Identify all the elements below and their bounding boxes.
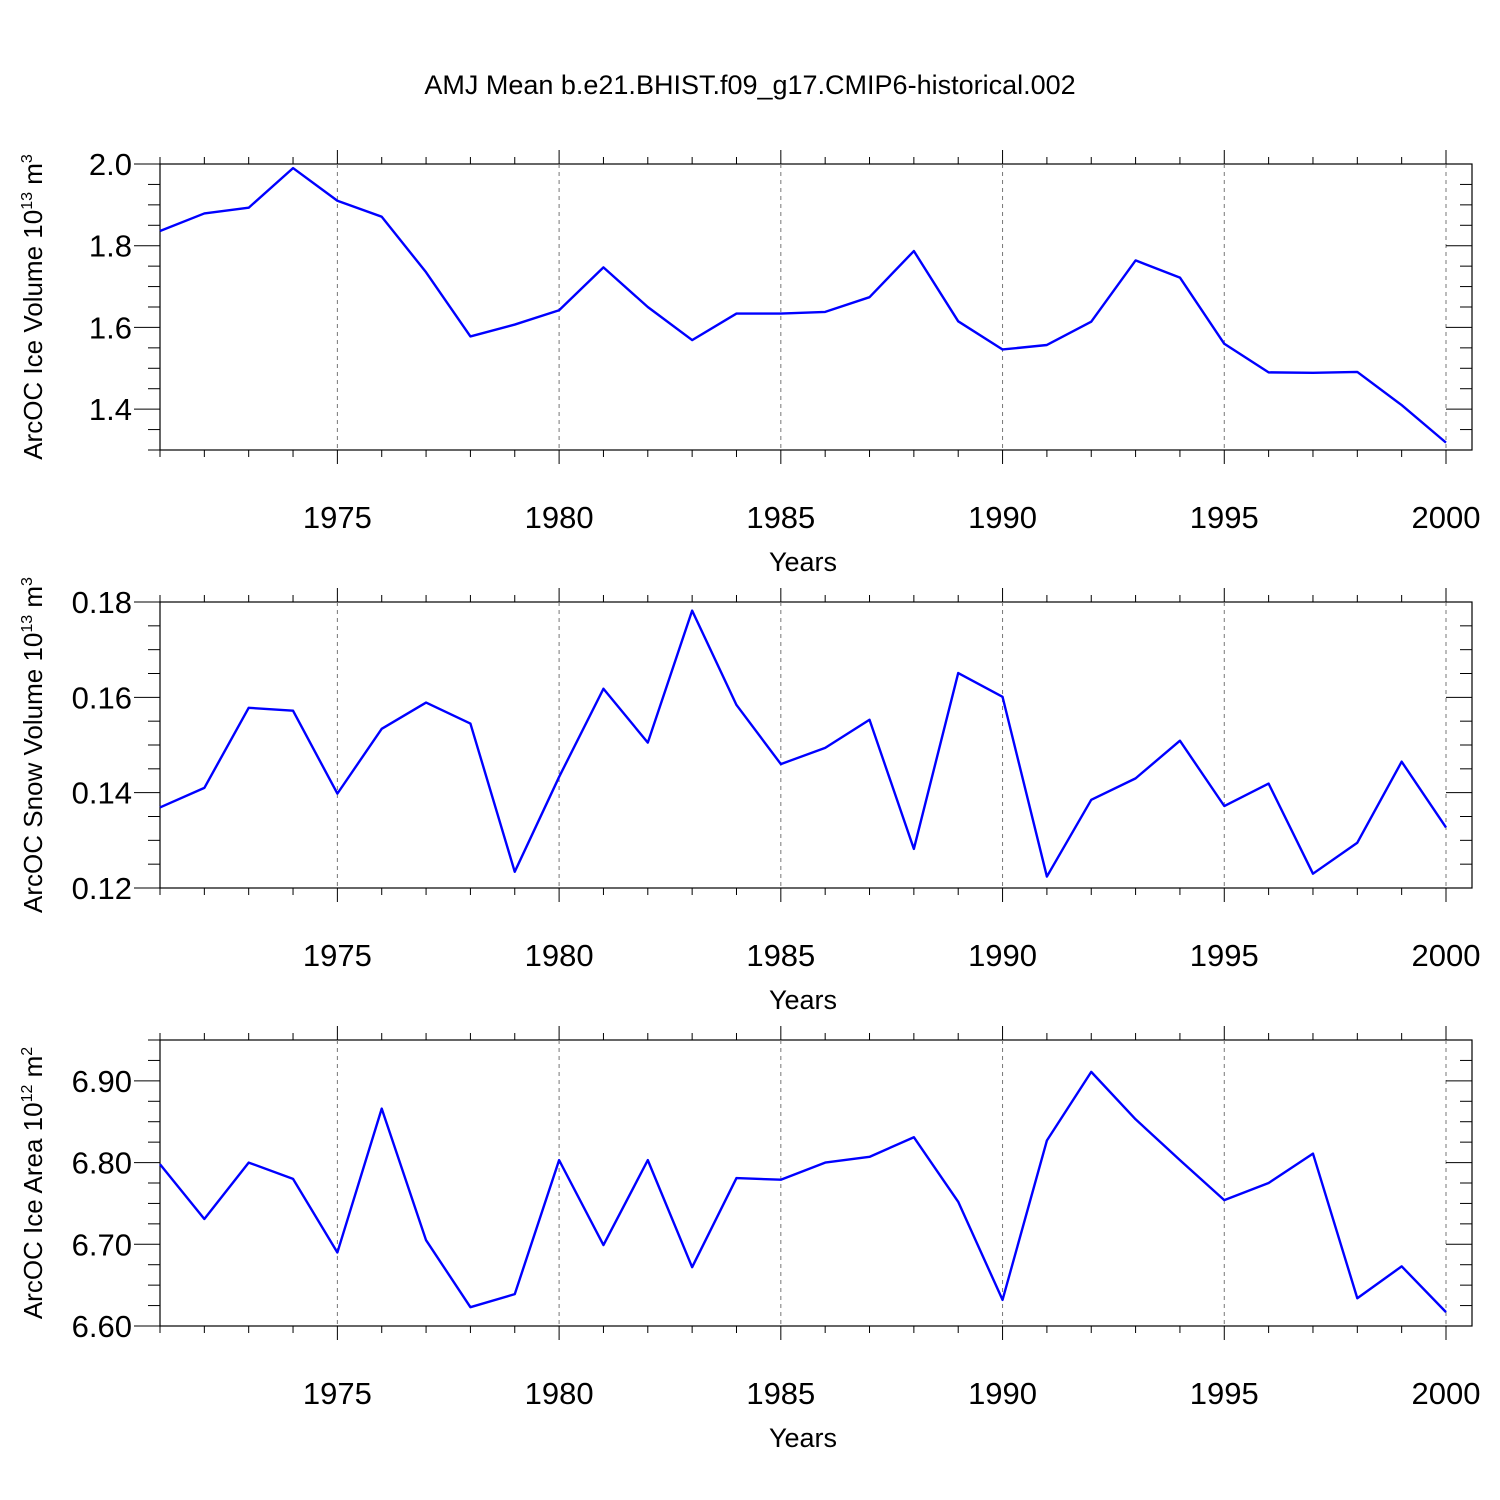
panel-3-x-tick-label: 2000 — [1412, 1376, 1481, 1411]
panel-1-y-axis-label: ArcOC Ice Volume 1013 m3 — [18, 154, 48, 460]
panel-1-series-line-1 — [159, 166, 1447, 444]
panel-3-x-tick-label: 1995 — [1190, 1376, 1259, 1411]
label-text: ArcOC Ice Volume 10 — [18, 210, 48, 460]
panel-2-x-tick-label: 1990 — [968, 938, 1037, 973]
superscript: 13 — [19, 192, 36, 210]
panel-1-y-tick-label: 1.6 — [89, 310, 132, 345]
panel-1-x-tick-label: 1990 — [968, 500, 1037, 535]
superscript: 12 — [19, 1085, 36, 1103]
panel-2-x-tick-label: 1975 — [303, 938, 372, 973]
figure-title: AMJ Mean b.e21.BHIST.f09_g17.CMIP6-histo… — [424, 70, 1076, 100]
panel-3-series-line-1 — [159, 1070, 1447, 1313]
panel-2-y-tick-label: 0.18 — [72, 585, 132, 620]
panel-1-x-tick-label: 1975 — [303, 500, 372, 535]
panel-3-x-axis-label: Years — [769, 1423, 837, 1453]
panel-3-y-tick-label: 6.70 — [72, 1227, 132, 1262]
panel-2-x-tick-label: 1980 — [525, 938, 594, 973]
panel-2-y-tick-label: 0.12 — [72, 871, 132, 906]
panel-1-x-tick-label: 2000 — [1412, 500, 1481, 535]
panel-1-x-tick-label: 1995 — [1190, 500, 1259, 535]
panel-2-y-tick-label: 0.14 — [72, 776, 132, 811]
label-text: m — [18, 1056, 48, 1085]
panel-3-x-tick-label: 1985 — [746, 1376, 815, 1411]
panel-1-y-tick-label: 1.8 — [89, 229, 132, 264]
panel-3-y-tick-label: 6.90 — [72, 1064, 132, 1099]
superscript: 13 — [19, 615, 36, 633]
superscript: 3 — [19, 154, 36, 163]
panel-2-x-tick-label: 1985 — [746, 938, 815, 973]
label-text: m — [18, 163, 48, 192]
label-text: ArcOC Ice Area 10 — [18, 1102, 48, 1319]
panel-3-y-tick-label: 6.80 — [72, 1146, 132, 1181]
panel-3-x-tick-label: 1975 — [303, 1376, 372, 1411]
panel-2-series-line-1 — [159, 609, 1447, 878]
panel-3-y-axis-label: ArcOC Ice Area 1012 m2 — [18, 1047, 48, 1319]
panel-2-x-tick-label: 1995 — [1190, 938, 1259, 973]
panel-3-x-tick-label: 1990 — [968, 1376, 1037, 1411]
panel-3-y-tick-label: 6.60 — [72, 1309, 132, 1344]
panel-3-x-tick-label: 1980 — [525, 1376, 594, 1411]
panel-1-y-tick-label: 1.4 — [89, 392, 132, 427]
superscript: 2 — [19, 1047, 36, 1056]
panel-2-y-axis-label: ArcOC Snow Volume 1013 m3 — [18, 577, 48, 913]
panel-3-plot-frame — [159, 1039, 1473, 1327]
panel-1-x-tick-label: 1980 — [525, 500, 594, 535]
panel-2-x-tick-label: 2000 — [1412, 938, 1481, 973]
panel-1-x-tick-label: 1985 — [746, 500, 815, 535]
panel-2-x-axis-label: Years — [769, 985, 837, 1015]
panel-2-y-tick-label: 0.16 — [72, 680, 132, 715]
superscript: 3 — [19, 577, 36, 586]
panel-1-x-axis-label: Years — [769, 547, 837, 577]
panel-1-y-tick-label: 2.0 — [89, 147, 132, 182]
label-text: m — [18, 586, 48, 615]
label-text: ArcOC Snow Volume 10 — [18, 633, 48, 913]
panel-2-plot-frame — [159, 601, 1473, 889]
